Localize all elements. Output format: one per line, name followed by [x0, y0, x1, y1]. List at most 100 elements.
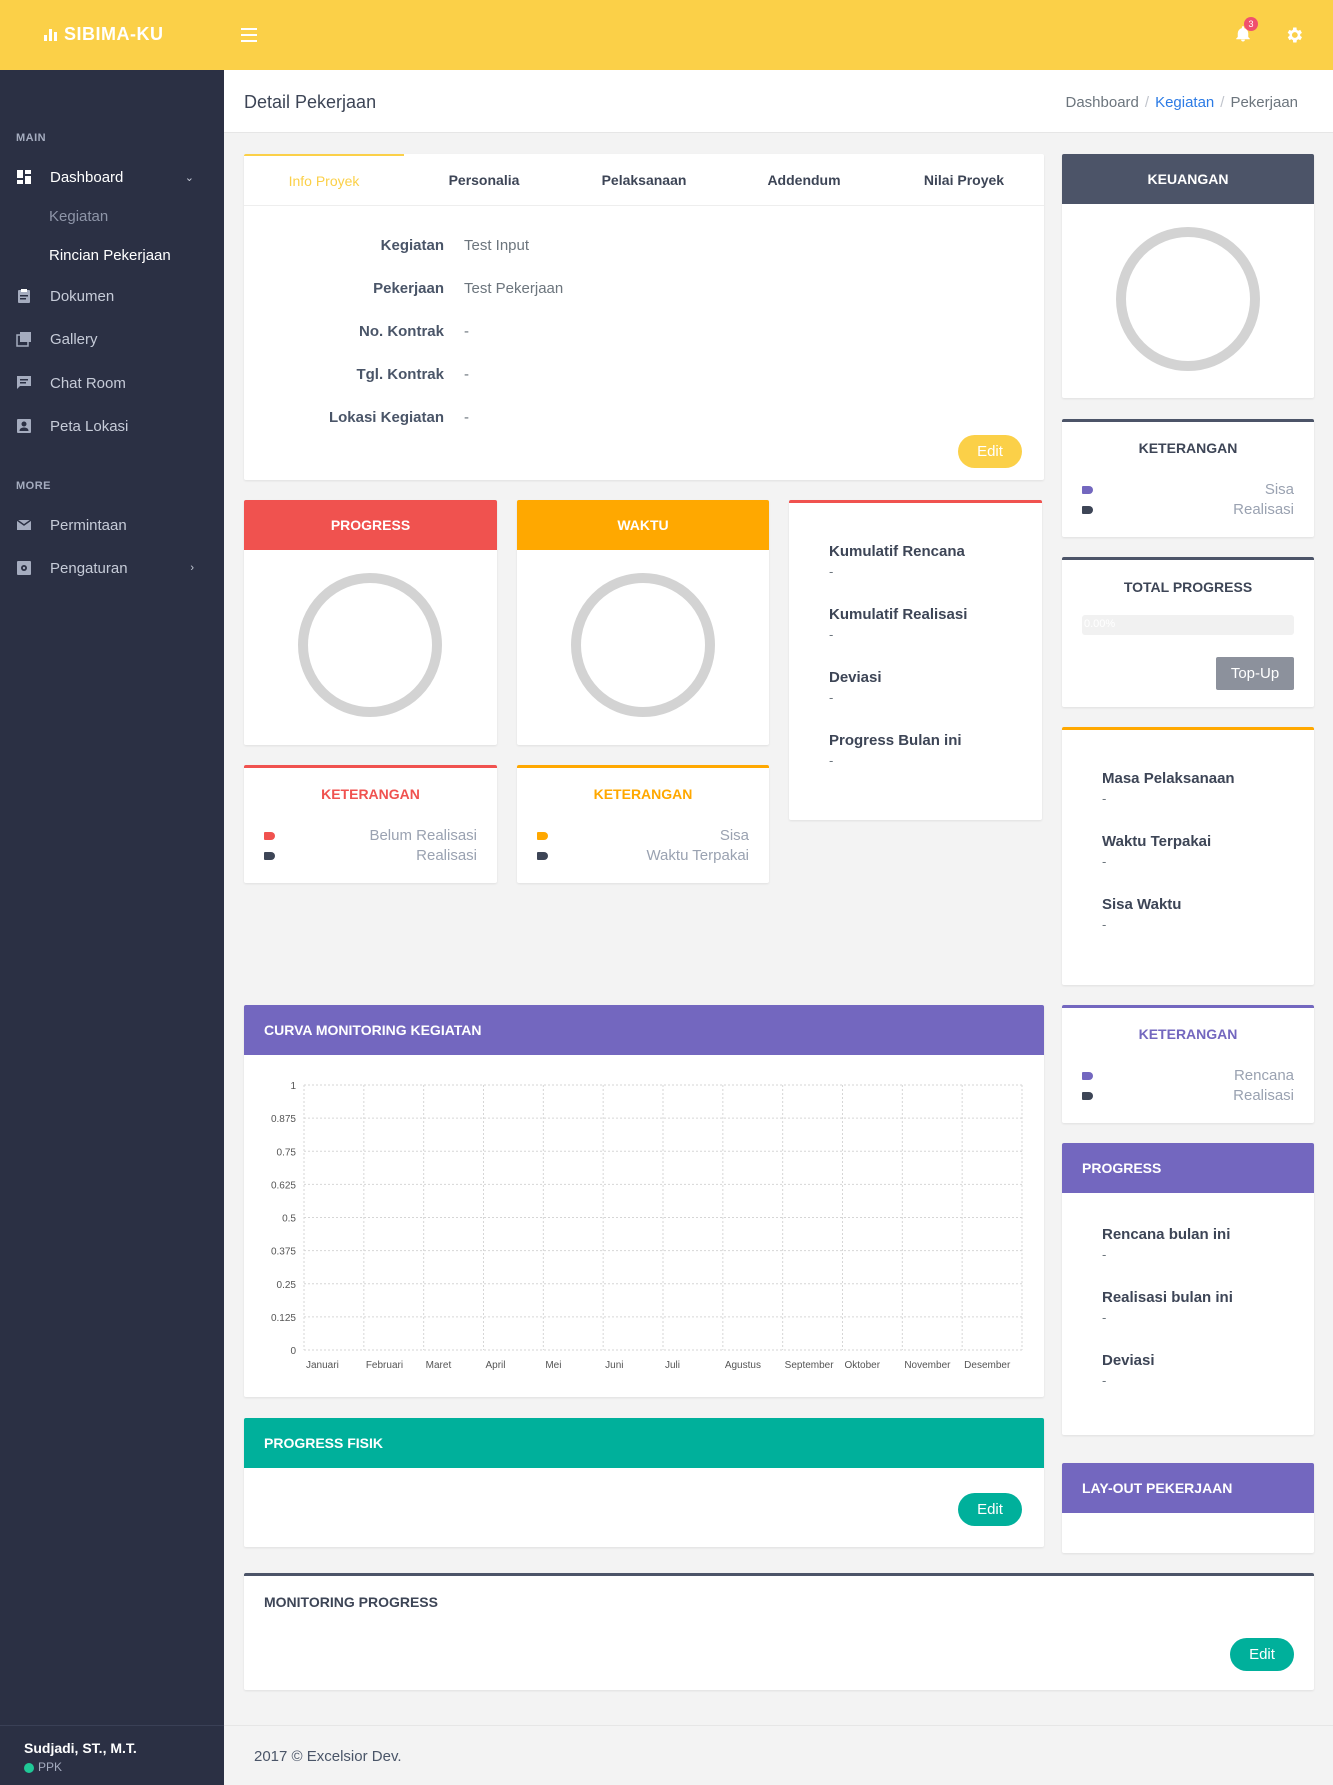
- kumulatif-rencana-label: Kumulatif Rencana: [829, 543, 965, 560]
- progress-title: PROGRESS: [244, 500, 497, 550]
- progress-legend-card: KETERANGAN Belum Realisasi Realisasi: [244, 765, 497, 883]
- waktu-card: WAKTU: [517, 500, 769, 745]
- masa-pelaksanaan-label: Masa Pelaksanaan: [1102, 770, 1235, 787]
- brand-name: SIBIMA-KU: [64, 24, 164, 44]
- x-tick-label: Mei: [545, 1360, 561, 1371]
- gear-icon[interactable]: [1284, 25, 1304, 45]
- sidebar-item-pengaturan[interactable]: Pengaturan ›: [0, 553, 224, 583]
- sidebar-item-chat-room[interactable]: Chat Room: [0, 368, 224, 398]
- progress-legend-title: KETERANGAN: [321, 786, 420, 802]
- y-tick-label: 0.75: [277, 1147, 297, 1158]
- menu-toggle-icon[interactable]: [241, 28, 257, 42]
- masa-pelaksanaan-card: Masa Pelaksanaan - Waktu Terpakai - Sisa…: [1062, 727, 1314, 985]
- legend-item: Realisasi: [1082, 501, 1294, 521]
- brand[interactable]: SIBIMA-KU: [44, 24, 164, 45]
- contact-pin-icon: [17, 419, 31, 433]
- tab-pelaksanaan[interactable]: Pelaksanaan: [601, 172, 687, 188]
- breadcrumb-dashboard[interactable]: Dashboard: [1065, 94, 1139, 111]
- breadcrumb-pekerjaan: Pekerjaan: [1230, 94, 1298, 111]
- deviasi-value: -: [829, 690, 834, 705]
- deviasi-right-value: -: [1102, 1373, 1107, 1388]
- info-row-lokasi-kegiatan: Lokasi Kegiatan -: [328, 409, 469, 426]
- waktu-donut: [571, 573, 715, 717]
- kumulatif-realisasi-label: Kumulatif Realisasi: [829, 606, 968, 623]
- sidebar: MAIN Dashboard ⌄ Kegiatan Rincian Pekerj…: [0, 70, 224, 1785]
- y-tick-label: 1: [290, 1081, 296, 1092]
- curva-chart: 1 0.875 0.75 0.625 0.5 0.375 0.25 0.125 0 Januari…: [271, 1081, 1023, 1371]
- edit-monitoring-button[interactable]: Edit: [1230, 1638, 1294, 1671]
- legend-item: Belum Realisasi: [264, 827, 477, 847]
- page-header: Detail Pekerjaan Dashboard / Kegiatan / …: [224, 70, 1333, 133]
- keuangan-legend-title: KETERANGAN: [1138, 440, 1238, 456]
- progress-fisik-title: PROGRESS FISIK: [244, 1418, 1044, 1468]
- breadcrumb: Dashboard / Kegiatan / Pekerjaan: [1065, 94, 1299, 111]
- gallery-icon: [16, 332, 31, 347]
- footer-text: 2017 © Excelsior Dev.: [254, 1748, 402, 1765]
- total-progress-bar: 0.00%: [1082, 615, 1294, 635]
- layout-pekerjaan-card: LAY-OUT PEKERJAAN: [1062, 1463, 1314, 1553]
- info-proyek-card: Info Proyek Personalia Pelaksanaan Adden…: [244, 154, 1044, 480]
- sidebar-section-more: MORE: [16, 480, 51, 492]
- realisasi-bulan-ini-label: Realisasi bulan ini: [1102, 1289, 1233, 1306]
- tab-addendum[interactable]: Addendum: [767, 172, 841, 188]
- sidebar-item-dokumen[interactable]: Dokumen: [0, 281, 224, 311]
- top-up-button[interactable]: Top-Up: [1216, 657, 1294, 690]
- sidebar-subitem-rincian-pekerjaan[interactable]: Rincian Pekerjaan: [49, 247, 171, 264]
- settings-box-icon: [17, 561, 31, 575]
- total-progress-card: TOTAL PROGRESS 0.00% Top-Up: [1062, 557, 1314, 707]
- info-row-pekerjaan: Pekerjaan Test Pekerjaan: [373, 280, 564, 297]
- info-row-kegiatan: Kegiatan Test Input: [380, 237, 530, 254]
- tab-personalia[interactable]: Personalia: [448, 172, 520, 188]
- progress-donut: [298, 573, 442, 717]
- x-tick-label: Juli: [665, 1360, 680, 1371]
- progress-bulan-ini-value: -: [829, 753, 834, 768]
- chat-icon: [17, 376, 31, 389]
- progress-right-title: PROGRESS: [1062, 1143, 1314, 1193]
- x-tick-label: Maret: [426, 1360, 452, 1371]
- waktu-terpakai-label: Waktu Terpakai: [1102, 833, 1212, 850]
- x-tick-label: November: [904, 1360, 951, 1371]
- sidebar-item-label: Permintaan: [50, 516, 127, 534]
- x-tick-label: Desember: [964, 1360, 1011, 1371]
- deviasi-label: Deviasi: [829, 669, 882, 686]
- edit-progress-fisik-button[interactable]: Edit: [958, 1493, 1022, 1526]
- sidebar-item-peta-lokasi[interactable]: Peta Lokasi: [0, 411, 224, 441]
- total-progress-title: TOTAL PROGRESS: [1123, 579, 1253, 595]
- total-progress-text: 0.00%: [1084, 618, 1116, 630]
- curva-title: CURVA MONITORING KEGIATAN: [244, 1005, 1044, 1055]
- tab-nilai-proyek[interactable]: Nilai Proyek: [923, 172, 1005, 188]
- chevron-down-icon: ⌄: [184, 171, 194, 184]
- curva-legend-card: KETERANGAN Rencana Realisasi: [1062, 1005, 1314, 1123]
- breadcrumb-kegiatan[interactable]: Kegiatan: [1155, 94, 1215, 111]
- dashboard-icon: [17, 170, 31, 184]
- sidebar-item-dashboard[interactable]: Dashboard ⌄: [0, 162, 224, 192]
- sidebar-item-label: Pengaturan: [50, 559, 128, 577]
- realisasi-bulan-ini-value: -: [1102, 1310, 1107, 1325]
- sidebar-item-permintaan[interactable]: Permintaan: [0, 510, 224, 540]
- sidebar-item-label: Chat Room: [50, 374, 126, 392]
- sidebar-section-main: MAIN: [16, 132, 47, 144]
- sidebar-subitem-kegiatan[interactable]: Kegiatan: [49, 208, 109, 225]
- y-tick-label: 0: [290, 1346, 296, 1357]
- progress-card: PROGRESS: [244, 500, 497, 745]
- x-tick-label: Oktober: [845, 1360, 881, 1371]
- sisa-waktu-label: Sisa Waktu: [1102, 896, 1182, 913]
- tab-bar: Info Proyek Personalia Pelaksanaan Adden…: [244, 154, 1044, 206]
- sidebar-item-gallery[interactable]: Gallery: [0, 324, 224, 354]
- clipboard-icon: [18, 289, 30, 303]
- edit-info-button[interactable]: Edit: [958, 435, 1022, 468]
- rencana-bulan-ini-label: Rencana bulan ini: [1102, 1226, 1231, 1243]
- layout-pekerjaan-title: LAY-OUT PEKERJAAN: [1062, 1463, 1314, 1513]
- keuangan-donut: [1116, 227, 1260, 371]
- notification-badge: 3: [1244, 17, 1258, 31]
- x-tick-label: Agustus: [725, 1360, 761, 1371]
- y-tick-label: 0.375: [271, 1247, 296, 1258]
- progress-bulan-ini-label: Progress Bulan ini: [829, 732, 962, 749]
- page-title: Detail Pekerjaan: [244, 92, 377, 112]
- keuangan-legend-card: KETERANGAN Sisa Realisasi: [1062, 419, 1314, 537]
- kumulatif-card: Kumulatif Rencana - Kumulatif Realisasi …: [789, 500, 1042, 820]
- bar-chart-icon: [44, 28, 57, 41]
- tab-info-proyek[interactable]: Info Proyek: [244, 154, 404, 206]
- y-tick-label: 0.25: [277, 1280, 297, 1291]
- user-block[interactable]: Sudjadi, ST., M.T. PPK: [0, 1725, 224, 1785]
